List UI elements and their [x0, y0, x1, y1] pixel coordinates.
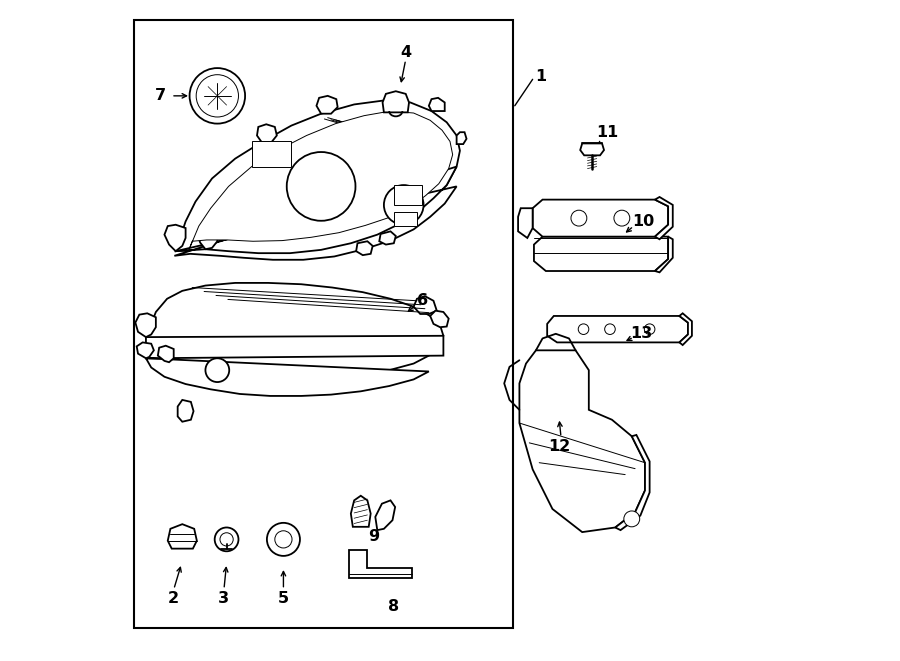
Polygon shape	[375, 500, 395, 530]
Circle shape	[196, 75, 238, 117]
Polygon shape	[547, 316, 688, 342]
Polygon shape	[655, 197, 673, 239]
Polygon shape	[580, 143, 604, 155]
Polygon shape	[177, 400, 194, 422]
Polygon shape	[176, 100, 460, 253]
Circle shape	[205, 358, 230, 382]
Text: 1: 1	[536, 69, 547, 83]
Polygon shape	[414, 296, 436, 314]
Circle shape	[605, 324, 616, 334]
Text: 13: 13	[631, 327, 652, 341]
Circle shape	[578, 324, 589, 334]
Text: 12: 12	[548, 439, 571, 453]
Polygon shape	[167, 524, 197, 549]
Circle shape	[274, 531, 292, 548]
Polygon shape	[680, 313, 692, 345]
Circle shape	[384, 185, 424, 225]
Polygon shape	[349, 550, 412, 578]
Polygon shape	[428, 98, 445, 111]
Text: 10: 10	[632, 214, 654, 229]
Text: 6: 6	[417, 293, 428, 308]
Circle shape	[215, 527, 238, 551]
FancyBboxPatch shape	[394, 212, 417, 226]
Polygon shape	[518, 208, 533, 238]
FancyBboxPatch shape	[252, 141, 292, 167]
Polygon shape	[165, 225, 185, 251]
Text: 4: 4	[400, 46, 411, 60]
Polygon shape	[317, 96, 338, 114]
Polygon shape	[175, 167, 456, 260]
Text: 9: 9	[368, 529, 380, 544]
Text: 3: 3	[218, 591, 229, 605]
Polygon shape	[257, 124, 277, 142]
Polygon shape	[379, 231, 396, 245]
Polygon shape	[430, 311, 449, 327]
Polygon shape	[351, 496, 371, 527]
Polygon shape	[519, 350, 645, 532]
Polygon shape	[158, 346, 174, 362]
Circle shape	[644, 324, 655, 334]
Circle shape	[190, 68, 245, 124]
Circle shape	[220, 533, 233, 546]
Text: 5: 5	[278, 591, 289, 605]
Polygon shape	[146, 283, 444, 380]
Text: 2: 2	[168, 591, 179, 605]
Polygon shape	[616, 435, 650, 530]
Polygon shape	[189, 111, 453, 250]
Polygon shape	[146, 336, 444, 396]
Text: 11: 11	[596, 125, 618, 139]
Text: 7: 7	[155, 89, 166, 103]
Polygon shape	[382, 91, 409, 112]
Polygon shape	[135, 313, 156, 337]
Polygon shape	[456, 132, 466, 144]
Text: 8: 8	[388, 600, 400, 614]
Polygon shape	[197, 227, 217, 249]
Circle shape	[614, 210, 630, 226]
Circle shape	[624, 511, 640, 527]
Polygon shape	[655, 237, 673, 272]
FancyBboxPatch shape	[394, 185, 421, 205]
Circle shape	[571, 210, 587, 226]
Polygon shape	[533, 200, 668, 237]
Bar	[134, 20, 513, 628]
Polygon shape	[137, 342, 154, 358]
Circle shape	[287, 152, 356, 221]
Polygon shape	[534, 237, 668, 271]
Polygon shape	[356, 241, 373, 255]
Circle shape	[267, 523, 300, 556]
